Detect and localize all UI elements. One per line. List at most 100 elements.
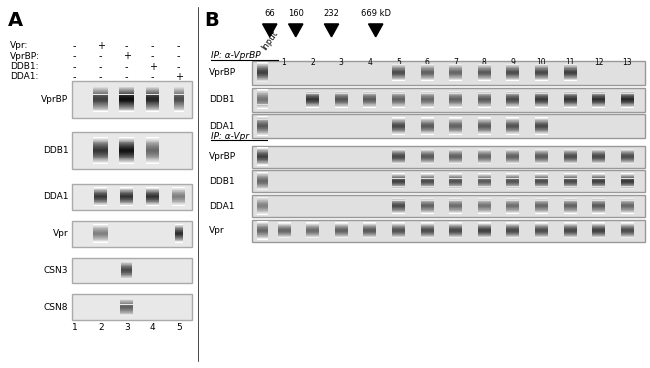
Bar (421, 122, 434, 123)
Bar (146, 149, 159, 151)
Bar (564, 205, 577, 206)
Bar (564, 209, 577, 210)
Bar (392, 205, 405, 206)
Bar (592, 209, 605, 210)
Bar (94, 147, 108, 148)
Bar (335, 236, 348, 237)
Bar (120, 314, 133, 315)
Bar (120, 86, 134, 87)
Bar (392, 96, 405, 97)
Bar (94, 191, 107, 192)
Bar (421, 205, 434, 206)
Text: Vpr: Vpr (209, 226, 225, 235)
Bar (257, 189, 268, 190)
Bar (535, 209, 548, 210)
Bar (94, 240, 108, 241)
Bar (146, 103, 159, 104)
Bar (363, 92, 376, 93)
Bar (564, 188, 577, 189)
Bar (621, 234, 634, 235)
Bar (449, 130, 462, 131)
Bar (564, 201, 577, 202)
Bar (421, 67, 434, 68)
Bar (478, 131, 491, 132)
Bar (335, 95, 348, 96)
Text: Input: Input (260, 28, 280, 52)
Bar (478, 71, 491, 72)
Bar (94, 103, 108, 104)
Bar (257, 160, 268, 161)
Bar (120, 153, 134, 154)
Bar (257, 75, 268, 76)
Bar (146, 205, 159, 206)
Bar (392, 233, 405, 234)
Text: VprBP: VprBP (209, 68, 237, 77)
Bar (506, 229, 519, 230)
Bar (94, 196, 107, 197)
Bar (306, 103, 319, 104)
Bar (592, 153, 605, 154)
Bar (421, 199, 434, 200)
Bar (120, 205, 133, 206)
Bar (146, 142, 159, 143)
Bar (392, 188, 405, 189)
Bar (94, 95, 108, 96)
Bar (94, 101, 108, 102)
Bar (306, 236, 319, 237)
Bar (120, 145, 134, 146)
Bar (564, 226, 577, 227)
Bar (174, 107, 183, 108)
Bar (421, 176, 434, 177)
Bar (621, 105, 634, 106)
Bar (306, 223, 319, 224)
Text: 232: 232 (324, 9, 339, 18)
Bar (363, 97, 376, 98)
Bar (257, 101, 268, 102)
Bar (120, 303, 133, 304)
Bar (535, 131, 548, 132)
Bar (564, 74, 577, 75)
Bar (621, 161, 634, 162)
Bar (146, 91, 159, 92)
Bar (449, 73, 462, 74)
Bar (564, 105, 577, 106)
Bar (506, 209, 519, 210)
Bar (257, 94, 268, 95)
Bar (535, 208, 548, 209)
Text: DDA1: DDA1 (209, 202, 235, 210)
Bar (421, 180, 434, 181)
Bar (72, 294, 192, 320)
Bar (120, 188, 133, 189)
Bar (592, 211, 605, 212)
Bar (392, 92, 405, 93)
Bar (94, 157, 108, 158)
Text: +: + (149, 61, 157, 72)
Bar (335, 105, 348, 106)
Bar (535, 74, 548, 75)
Bar (363, 107, 376, 108)
Bar (120, 105, 134, 106)
Bar (621, 178, 634, 179)
Bar (94, 149, 108, 151)
Text: 2: 2 (310, 58, 315, 67)
Bar (120, 93, 134, 95)
Text: 4: 4 (150, 323, 155, 332)
Bar (478, 207, 491, 208)
Bar (257, 70, 268, 71)
Bar (146, 193, 159, 194)
Bar (257, 158, 268, 159)
Bar (392, 131, 405, 132)
Bar (535, 99, 548, 100)
Bar (449, 200, 462, 201)
Bar (564, 99, 577, 100)
Text: 11: 11 (566, 58, 575, 67)
Bar (621, 203, 634, 204)
Bar (592, 213, 605, 214)
Text: 12: 12 (594, 58, 603, 67)
Bar (449, 182, 462, 183)
Bar (120, 109, 134, 110)
Bar (392, 101, 405, 102)
Bar (172, 203, 185, 204)
Bar (449, 209, 462, 210)
Bar (120, 307, 133, 308)
